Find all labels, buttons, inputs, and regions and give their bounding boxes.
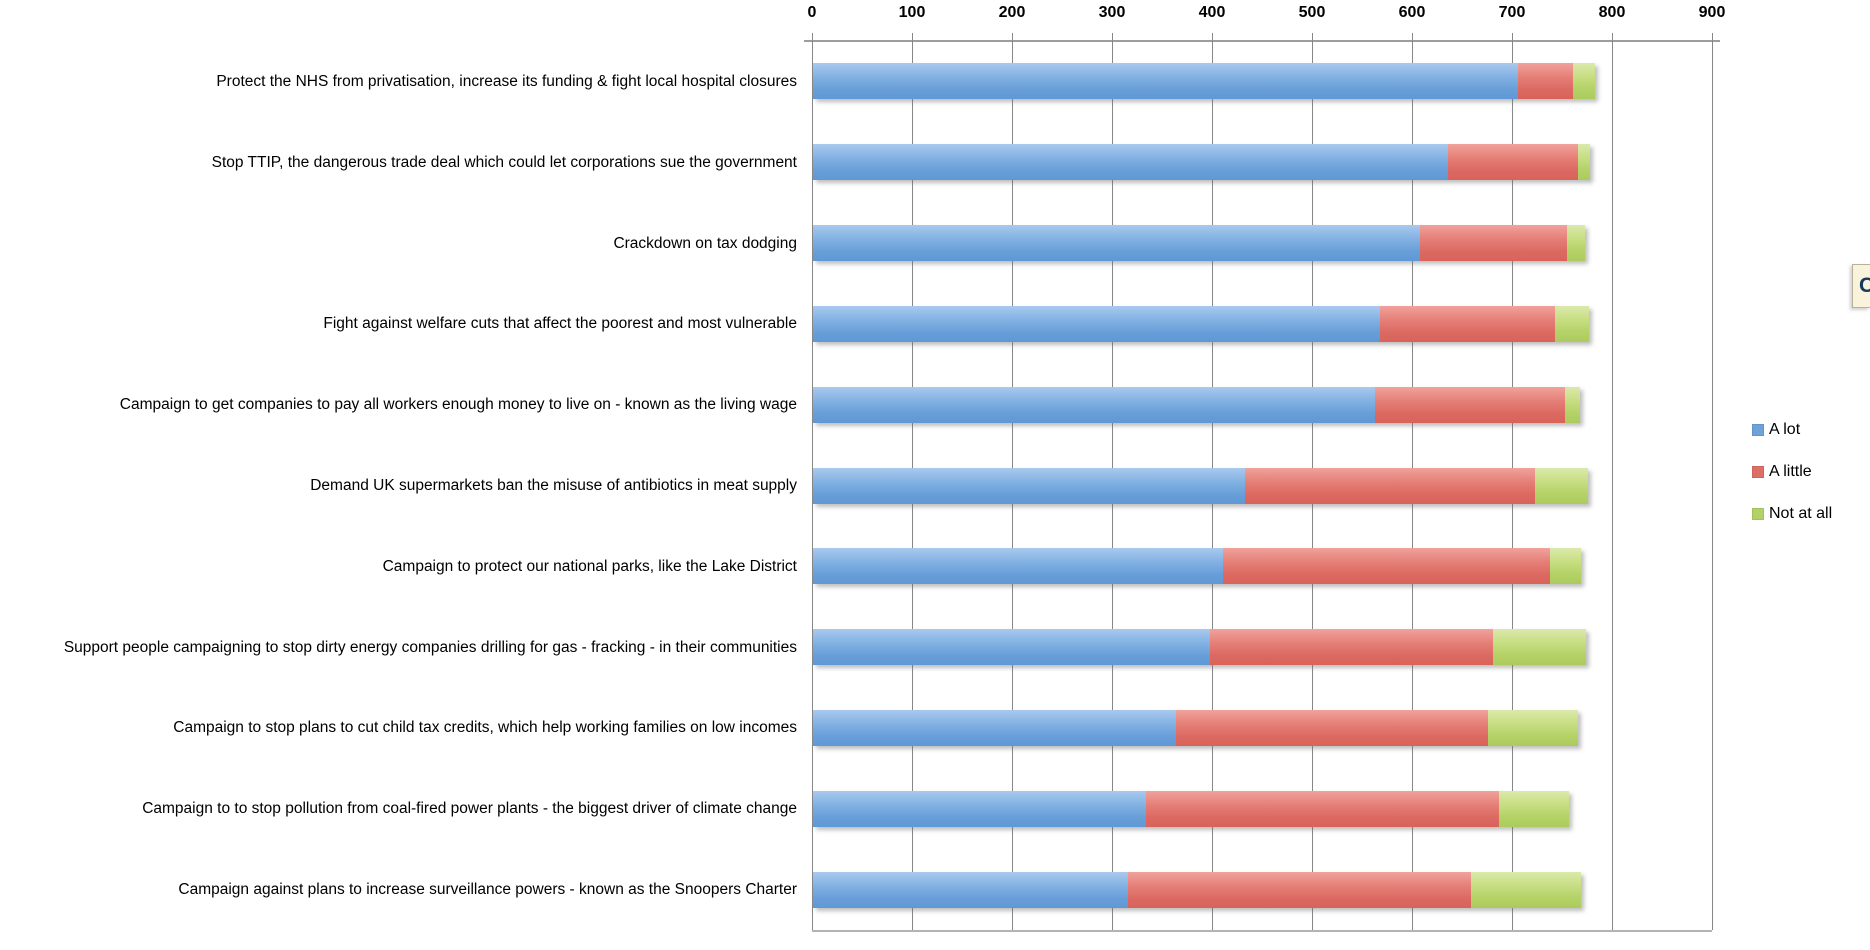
bar-segment-not-at-all[interactable]	[1565, 386, 1580, 423]
x-axis-tick	[1312, 33, 1313, 53]
bar-row	[813, 790, 1569, 827]
category-label: Support people campaigning to stop dirty…	[63, 638, 797, 656]
bar-segment-a-little[interactable]	[1128, 871, 1471, 908]
x-axis-tick-label: 200	[998, 4, 1026, 21]
bar-segment-a-little[interactable]	[1375, 386, 1565, 423]
bar-row	[813, 386, 1580, 423]
x-axis-tick-label: 0	[807, 4, 817, 21]
x-axis-tick	[912, 33, 913, 53]
legend: A lot A little Not at all	[1752, 421, 1832, 547]
category-label: Campaign to get companies to pay all wor…	[119, 396, 797, 414]
legend-swatch-icon	[1752, 508, 1764, 520]
x-axis-tick	[1512, 33, 1513, 53]
category-label: Demand UK supermarkets ban the misuse of…	[310, 476, 797, 494]
legend-item-a-little[interactable]: A little	[1752, 463, 1832, 481]
bar-row	[813, 871, 1581, 908]
bar-segment-a-lot[interactable]	[813, 871, 1128, 908]
bar-segment-a-lot[interactable]	[813, 709, 1176, 746]
bar-row	[813, 548, 1581, 585]
bar-row	[813, 144, 1590, 181]
x-axis-line	[804, 40, 1720, 42]
bar-segment-not-at-all[interactable]	[1535, 467, 1588, 504]
bar-segment-not-at-all[interactable]	[1578, 144, 1590, 181]
category-label: Campaign to to stop pollution from coal-…	[142, 800, 797, 818]
bar-segment-not-at-all[interactable]	[1550, 548, 1581, 585]
clipped-note-text: C	[1853, 274, 1870, 298]
gridline-0	[812, 41, 813, 930]
x-axis-tick-label: 800	[1598, 4, 1626, 21]
bar-segment-a-lot[interactable]	[813, 305, 1380, 342]
legend-label: A lot	[1769, 421, 1801, 438]
bar-segment-a-little[interactable]	[1245, 467, 1535, 504]
gridline-800	[1612, 41, 1613, 930]
bar-segment-not-at-all[interactable]	[1573, 63, 1595, 100]
bar-segment-a-little[interactable]	[1210, 629, 1493, 666]
category-label: Fight against welfare cuts that affect t…	[323, 315, 797, 333]
x-axis-tick-label: 900	[1698, 4, 1726, 21]
category-label: Protect the NHS from privatisation, incr…	[216, 72, 797, 90]
bar-segment-a-little[interactable]	[1448, 144, 1578, 181]
bar-row	[813, 467, 1588, 504]
category-label: Campaign against plans to increase surve…	[178, 881, 797, 899]
x-axis-tick	[1412, 33, 1413, 53]
x-axis-tick	[812, 33, 813, 53]
bar-row	[813, 629, 1586, 666]
bar-segment-a-little[interactable]	[1223, 548, 1550, 585]
bar-segment-not-at-all[interactable]	[1567, 225, 1585, 262]
gridline-900	[1712, 41, 1713, 930]
x-axis-tick	[1712, 33, 1713, 53]
bar-segment-a-little[interactable]	[1420, 225, 1567, 262]
bar-segment-a-little[interactable]	[1380, 305, 1555, 342]
legend-swatch-icon	[1752, 466, 1764, 478]
x-axis-tick-label: 100	[898, 4, 926, 21]
bar-segment-a-lot[interactable]	[813, 548, 1223, 585]
bar-segment-a-lot[interactable]	[813, 144, 1448, 181]
bar-segment-a-lot[interactable]	[813, 790, 1146, 827]
bar-segment-a-little[interactable]	[1146, 790, 1499, 827]
x-axis-tick-label: 400	[1198, 4, 1226, 21]
category-label: Campaign to stop plans to cut child tax …	[173, 719, 797, 737]
legend-label: Not at all	[1769, 505, 1833, 522]
bar-row	[813, 63, 1595, 100]
bar-row	[813, 709, 1578, 746]
bar-segment-not-at-all[interactable]	[1471, 871, 1581, 908]
category-label: Campaign to protect our national parks, …	[382, 557, 797, 575]
legend-item-not-at-all[interactable]: Not at all	[1752, 505, 1832, 523]
legend-item-a-lot[interactable]: A lot	[1752, 421, 1832, 439]
bar-row	[813, 305, 1589, 342]
x-axis-tick	[1112, 33, 1113, 53]
bar-segment-a-lot[interactable]	[813, 629, 1210, 666]
bar-segment-not-at-all[interactable]	[1493, 629, 1586, 666]
x-axis-tick	[1212, 33, 1213, 53]
bar-segment-a-little[interactable]	[1518, 63, 1573, 100]
bar-segment-a-lot[interactable]	[813, 225, 1420, 262]
x-axis-tick	[1012, 33, 1013, 53]
plot-area	[812, 33, 1713, 932]
category-label: Crackdown on tax dodging	[613, 234, 797, 252]
bar-segment-not-at-all[interactable]	[1499, 790, 1569, 827]
x-axis-tick	[1612, 33, 1613, 53]
bar-segment-a-lot[interactable]	[813, 386, 1375, 423]
bar-segment-a-lot[interactable]	[813, 63, 1518, 100]
legend-label: A little	[1769, 463, 1812, 480]
bar-segment-a-lot[interactable]	[813, 467, 1245, 504]
category-label: Stop TTIP, the dangerous trade deal whic…	[211, 153, 797, 171]
x-axis-tick-label: 500	[1298, 4, 1326, 21]
clipped-note[interactable]: C	[1852, 264, 1870, 308]
bar-row	[813, 225, 1585, 262]
x-axis-tick-label: 600	[1398, 4, 1426, 21]
x-axis-tick-label: 300	[1098, 4, 1126, 21]
bar-segment-not-at-all[interactable]	[1488, 709, 1578, 746]
legend-swatch-icon	[1752, 424, 1764, 436]
bar-segment-not-at-all[interactable]	[1555, 305, 1589, 342]
x-axis-tick-label: 700	[1498, 4, 1526, 21]
bar-segment-a-little[interactable]	[1176, 709, 1488, 746]
